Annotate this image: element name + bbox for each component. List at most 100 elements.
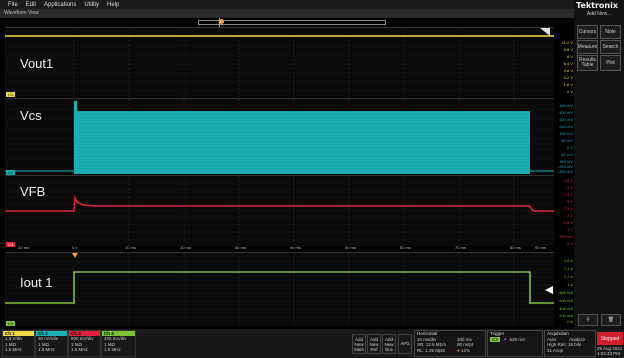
ch1-title: Ch 1 [3,331,34,336]
brand-logo: Tektronix [576,1,619,10]
scale-tick: 4.8 V [563,68,573,73]
channel-box-ch1[interactable]: Ch 1 1.6 V/div 1 MΩ 1.5 MHz [2,330,35,357]
badge-c3[interactable]: C3 [6,242,15,247]
vcs-startup-spike [74,101,77,174]
time-axis: -10 ms 0 s 10 ms 20 ms 30 ms 40 ms 50 ms… [5,245,554,251]
badge-c1[interactable]: C1 [6,92,15,97]
measure-button[interactable]: Measure [577,40,598,54]
scale-tick: -320 mV [557,169,573,174]
run-stop-button[interactable]: Stopped [597,332,623,345]
note-button[interactable]: Note [600,25,621,39]
search-button[interactable]: Search [600,40,621,54]
time-tick: 20 ms [180,245,191,250]
scale-tick: 1.6 V [563,82,573,87]
trigger-panel[interactable]: Trigger C4 ↗ 528 mA [487,330,543,357]
menu-file[interactable]: File [8,1,18,8]
menu-edit[interactable]: Edit [25,1,37,8]
scale-iout1: 1.6 A 1.4 A 1.2 A 1 A 800 mA 600 mA 400 … [554,252,574,325]
scale-tick: 8 V [566,54,573,59]
scale-tick: 2 V [566,213,573,218]
label-vfb: VFB [20,184,46,199]
plot-vout1[interactable] [5,27,554,97]
scale-tick: 2.5 V [563,206,573,211]
plot-iout1[interactable] [5,252,554,326]
record-overview-bar[interactable] [198,18,386,27]
plot-vfb[interactable] [5,175,554,246]
scale-tick: 80 mV [561,138,573,143]
ch3-bandwidth: 1.5 MHz [71,347,88,352]
scale-tick: 200 mA [559,313,573,318]
scale-tick: 400 mA [559,306,573,311]
zoom-icon[interactable]: ⚲ [578,314,598,326]
acquisition-mode: Auto [547,336,557,342]
scale-tick: 1 V [566,227,573,232]
scale-tick: 0 V [566,89,573,94]
menu-utility[interactable]: Utility [84,1,100,8]
scale-vcs: 480 mV 400 mV 320 mV 240 mV 160 mV 80 mV… [554,98,574,174]
menu-help[interactable]: Help [107,1,120,8]
scale-tick: 600 mA [559,298,573,303]
horizontal-title: Horizontal [417,331,438,336]
time-tick: 60 ms [400,245,411,250]
add-new-header: Add New... [586,11,612,17]
scale-tick: 240 mV [559,124,573,129]
ch1-bandwidth: 1.5 MHz [5,347,22,352]
overview-handle[interactable] [219,19,224,24]
add-new-bus-button[interactable]: Add New Bus [382,334,396,354]
add-new-ref-button[interactable]: Add New Ref [367,334,381,354]
acquisition-resolution: High Res: 16 bits [547,342,582,347]
vout1-offscreen-indicator [540,28,550,36]
window-title: Waveform View [4,10,39,16]
scale-vfb: 4.5 V 4 V 3.5 V 3 V 2.5 V 2 V 1.5 V 1 V … [554,175,574,246]
scale-tick: 1.2 A [563,274,573,279]
horizontal-resolution: 80 ns/pt [457,342,474,347]
cursors-button[interactable]: Cursors [577,25,598,39]
channel-box-ch2[interactable]: Ch 2 30 mV/div 1 MΩ 1.5 MHz [35,330,68,357]
menu-applications[interactable]: Applications [44,1,77,8]
time-tick: 90 ms [535,245,546,250]
acquisition-count: 31 Acqs [547,347,564,353]
horizontal-sample-rate: SR: 12.5 MS/s [417,342,447,347]
scale-tick: 0 V [566,241,573,246]
scale-tick: 1.6 A [563,258,573,263]
channel-box-ch3[interactable]: Ch 3 500 mV/div 1 MΩ 1.5 MHz [68,330,101,357]
waveform-view-header: Waveform View [0,9,574,27]
horizontal-panel[interactable]: Horizontal 10 ms/div SR: 12.5 MS/s RL: 1… [414,330,486,357]
ch2-impedance: 1 MΩ [38,341,49,347]
acquisition-title: Acquisition [547,331,569,336]
datetime: 25 Aug 2021 4:04:43 PM [597,346,624,356]
right-side-panel: Tektronix Add New... Cursors Note Measur… [574,0,624,358]
acquisition-panel[interactable]: Acquisition Auto Analyze High Res: 16 bi… [544,330,596,357]
ch3-title: Ch 3 [69,331,100,336]
ch4-bandwidth: 1.5 MHz [104,347,121,352]
plot-button[interactable]: Plot [600,55,621,71]
scale-tick: 1.4 A [563,266,573,271]
scale-tick: 4 V [566,185,573,190]
time-tick: 0 s [72,245,78,250]
add-new-math-button[interactable]: Add New Math [352,334,366,354]
channel-box-ch4[interactable]: Ch 4 200 mA/div 1 MΩ 1.5 MHz [101,330,136,357]
scale-tick: 160 mV [559,131,573,136]
trigger-source: C4 [490,336,500,342]
ch3-scale: 500 mV/div [71,336,94,341]
horizontal-duration: 100 ms [457,336,472,342]
ch2-scale: 30 mV/div [38,336,59,341]
badge-c4[interactable]: C4 [6,321,15,326]
trash-icon[interactable]: 🗑 [601,314,621,326]
time-text: 4:04:43 PM [597,351,621,356]
results-table-button[interactable]: Results Table [577,55,598,71]
badge-c2[interactable]: C2 [6,170,15,175]
ch2-bandwidth: 1.5 MHz [38,347,55,352]
plot-vout1-svg [5,28,554,97]
time-tick: -10 ms [17,245,30,250]
plot-vcs[interactable] [5,98,554,174]
horizontal-position: 12% [460,347,470,353]
menu-bar: File Edit Applications Utility Help [0,0,574,9]
scale-tick: 0 V [566,145,573,150]
afg-button[interactable]: AFG [398,334,412,354]
acquisition-analyze: Analyze [569,336,586,342]
label-vout1: Vout1 [20,56,54,71]
ch4-impedance: 1 MΩ [104,341,115,347]
vfb-trace [5,195,554,212]
scale-tick: 9.6 V [563,47,573,52]
